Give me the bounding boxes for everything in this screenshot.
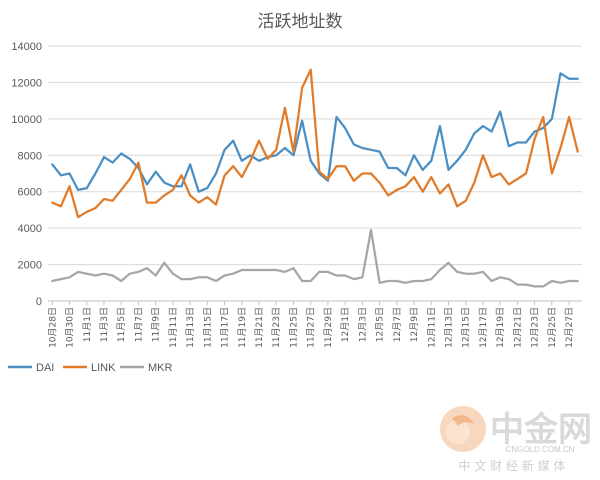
x-tick-label: 12月3日: [357, 307, 368, 342]
legend: DAI LINK MKR: [8, 362, 173, 374]
x-tick-label: 11月15日: [202, 307, 213, 348]
x-tick-label: 12月23日: [530, 307, 541, 348]
x-tick-label: 12月21日: [512, 307, 523, 348]
x-tick-label: 11月17日: [220, 307, 231, 348]
x-tick-label: 11月27日: [306, 307, 317, 348]
watermark-url: CNGOLD.COM.CN: [506, 445, 575, 454]
x-tick-label: 11月7日: [133, 307, 144, 342]
legend-label-link: LINK: [91, 362, 116, 374]
y-tick-label: 0: [36, 296, 42, 308]
legend-label-dai: DAI: [36, 362, 54, 374]
y-tick-label: 8000: [18, 150, 42, 162]
chart-title: 活跃地址数: [258, 12, 343, 32]
x-tick-label: 11月11日: [168, 307, 179, 348]
x-tick-label: 11月23日: [271, 307, 282, 348]
logo-icon: [440, 406, 486, 452]
x-tick-label: 12月19日: [495, 307, 506, 348]
y-tick-label: 6000: [18, 187, 42, 199]
x-tick-label: 11月19日: [237, 307, 248, 348]
x-tick-label: 12月27日: [564, 307, 575, 348]
x-tick-label: 11月29日: [323, 307, 334, 348]
x-tick-label: 10月28日: [47, 307, 58, 348]
x-axis: 10月28日 10月30日 11月1日 11月3日 11月5日 11月7日 11月9日 11月…: [47, 301, 575, 348]
x-tick-label: 11月21日: [254, 307, 265, 348]
y-tick-label: 12000: [11, 77, 42, 89]
x-tick-label: 12月9日: [409, 307, 420, 342]
x-tick-label: 12月11日: [426, 307, 437, 348]
x-tick-label: 11月3日: [99, 307, 110, 342]
x-tick-label: 11月9日: [151, 307, 162, 342]
x-tick-label: 12月1日: [340, 307, 351, 342]
x-tick-label: 12月25日: [547, 307, 558, 348]
x-tick-label: 12月7日: [392, 307, 403, 342]
y-tick-label: 10000: [11, 114, 42, 126]
y-tick-label: 14000: [11, 41, 42, 53]
x-tick-label: 11月5日: [116, 307, 127, 342]
x-tick-label: 12月13日: [444, 307, 455, 348]
x-tick-label: 11月13日: [185, 307, 196, 348]
watermark-tagline: 中 文 财 经 新 媒 体: [459, 458, 566, 473]
x-tick-label: 11月25日: [288, 307, 299, 348]
y-axis: 0 2000 4000 6000 8000 10000 12000 14000: [11, 41, 42, 308]
y-tick-label: 4000: [18, 223, 42, 235]
series-line-mkr: [51, 228, 579, 288]
y-tick-label: 2000: [18, 260, 42, 272]
series-line-link: [51, 68, 579, 219]
series-lines: [51, 68, 579, 288]
legend-label-mkr: MKR: [148, 362, 173, 374]
x-tick-label: 11月1日: [82, 307, 93, 342]
watermark-brand: 中金网: [490, 410, 592, 450]
x-tick-label: 10月30日: [65, 307, 76, 348]
watermark: 中金网 CNGOLD.COM.CN 中 文 财 经 新 媒 体: [440, 406, 592, 473]
x-tick-label: 12月17日: [478, 307, 489, 348]
x-tick-label: 12月5日: [375, 307, 386, 342]
gridlines: [48, 45, 582, 302]
x-tick-label: 12月15日: [461, 307, 472, 348]
